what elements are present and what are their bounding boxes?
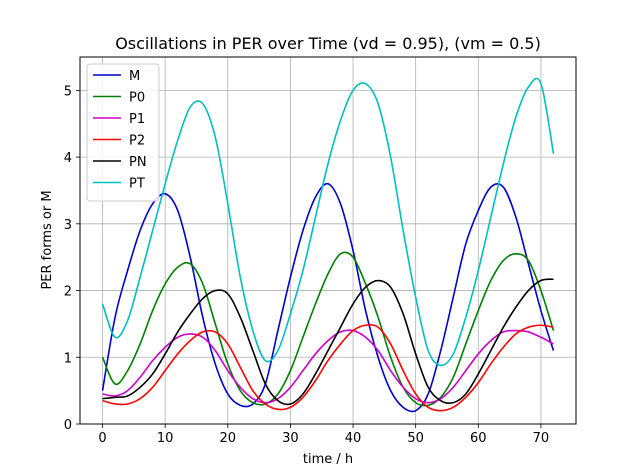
series-lines [101, 77, 555, 413]
y-tick-label: 4 [64, 151, 72, 166]
plot-frame [79, 56, 577, 425]
x-tick-label: 30 [282, 431, 299, 446]
legend-label: PT [129, 177, 145, 192]
series-line-pt [101, 77, 555, 367]
legend-label: PN [129, 155, 147, 170]
x-tick-label: 0 [98, 431, 106, 446]
legend: M P0 P1 P2 PN PT [86, 63, 160, 202]
y-tick-label: 2 [64, 285, 72, 300]
series-line-p1 [102, 329, 554, 404]
legend-label: P1 [129, 112, 145, 127]
series-line-p2 [102, 324, 554, 412]
y-tick-label: 0 [64, 418, 72, 433]
series-line-m [101, 182, 555, 413]
y-axis-label: PER forms or M [40, 190, 55, 289]
x-tick-label: 70 [533, 431, 550, 446]
x-tick-label: 40 [345, 431, 362, 446]
y-tick-label: 5 [64, 84, 72, 99]
x-tick-label: 10 [157, 431, 174, 446]
axis-ticks: 0 10 20 30 40 50 60 70 0 1 2 3 4 5 [64, 84, 549, 446]
x-axis-label: time / h [303, 452, 353, 467]
chart-title: Oscillations in PER over Time (vd = 0.95… [115, 34, 541, 53]
series-line-pn [102, 278, 554, 406]
legend-label: M [129, 69, 140, 84]
x-tick-label: 50 [407, 431, 424, 446]
y-tick-label: 1 [64, 351, 72, 366]
series-line-p0 [101, 251, 555, 407]
legend-label: P2 [129, 134, 145, 149]
legend-box [86, 63, 160, 202]
y-tick-label: 3 [64, 218, 72, 233]
legend-label: P0 [129, 91, 145, 106]
x-tick-label: 60 [470, 431, 487, 446]
x-tick-label: 20 [220, 431, 237, 446]
